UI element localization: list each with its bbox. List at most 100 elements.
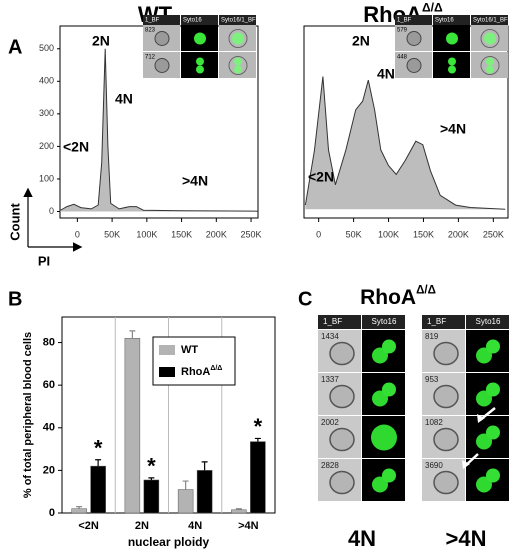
inset-id: 579 <box>397 28 408 34</box>
annotation: >4N <box>182 173 208 189</box>
inset-header-label: Syto16/1_BF <box>221 18 256 24</box>
bar <box>250 441 266 514</box>
area-line <box>304 76 506 210</box>
nucleus <box>486 65 494 74</box>
annotation: <2N <box>308 169 334 185</box>
nucleus <box>476 476 492 493</box>
error-bar <box>76 506 83 509</box>
image-id: 953 <box>425 375 439 384</box>
nucleus <box>486 57 494 66</box>
y-tick-label: 100 <box>39 173 54 183</box>
annotation: 2N <box>352 33 370 49</box>
nucleus <box>382 468 396 483</box>
panel-label: B <box>8 288 22 310</box>
error-bar <box>148 477 155 480</box>
inset-id: 823 <box>145 28 156 34</box>
x-tick-label: 250K <box>483 229 504 239</box>
pointer-head <box>477 414 485 423</box>
nucleus <box>382 382 396 397</box>
column-label: 4N <box>348 526 376 551</box>
annotation: <2N <box>63 139 89 155</box>
x-tick-label: 50K <box>346 229 362 239</box>
legend-name: RhoA <box>181 366 210 378</box>
nucleus <box>234 57 242 66</box>
nucleus <box>486 468 500 483</box>
inset-header <box>219 15 256 25</box>
image-header-label: Syto16 <box>476 317 501 326</box>
cell-outline <box>480 29 500 48</box>
y-tick-label: 80 <box>43 336 55 348</box>
inset-header <box>395 15 432 25</box>
error-bar <box>235 508 242 510</box>
legend-superscript: Δ/Δ <box>210 365 222 372</box>
nucleus <box>382 339 396 354</box>
cell <box>433 427 459 452</box>
image-id: 2828 <box>321 461 339 470</box>
nucleus <box>194 32 206 45</box>
cell <box>433 470 459 495</box>
x-tick-label: 200K <box>448 229 469 239</box>
x-tick-label: 4N <box>188 520 202 532</box>
nucleus <box>196 65 204 74</box>
cell-image <box>406 31 422 46</box>
cell <box>329 470 355 495</box>
bar <box>143 479 160 514</box>
nucleus <box>448 57 456 66</box>
annotation: 4N <box>377 66 395 82</box>
nucleus <box>486 382 500 397</box>
x-tick-label: 250K <box>241 229 262 239</box>
y-tick-label: 60 <box>43 379 55 391</box>
inset-header-label: 1_BF <box>145 18 160 24</box>
cell <box>329 384 355 409</box>
x-tick-label: >4N <box>238 520 259 532</box>
x-tick-label: 2N <box>135 520 149 532</box>
inset-header <box>181 15 218 25</box>
bar <box>196 470 213 514</box>
title-superscript: Δ/Δ <box>416 285 436 297</box>
nucleus <box>446 32 458 45</box>
cell-outline <box>480 56 500 75</box>
y-tick-label: 0 <box>49 507 55 519</box>
inset-header <box>143 15 180 25</box>
cell-outline <box>228 56 248 75</box>
nucleus <box>372 476 388 493</box>
y-tick-label: 300 <box>39 108 54 118</box>
inset-header-label: Syto16 <box>435 18 454 24</box>
x-tick-label: 50K <box>104 229 120 239</box>
image-header <box>362 315 405 329</box>
error-bar <box>254 437 261 442</box>
area-fill <box>305 76 506 210</box>
annotation: >4N <box>440 121 466 137</box>
x-tick-label: 0 <box>316 229 321 239</box>
bar <box>71 508 87 514</box>
y-tick-label: 400 <box>39 76 54 86</box>
inset-header <box>433 15 470 25</box>
legend-name: WT <box>181 344 198 356</box>
nucleus <box>476 347 492 364</box>
inset-id: 448 <box>397 55 408 61</box>
inset-header-label: Syto16/1_BF <box>473 18 508 24</box>
bar <box>90 465 106 514</box>
image-header <box>422 315 465 329</box>
nucleus <box>448 65 456 74</box>
image-header-label: Syto16 <box>372 317 397 326</box>
title: RhoAΔ/Δ <box>363 1 443 27</box>
legend-swatch <box>159 367 175 377</box>
y-tick-label: 500 <box>39 43 54 53</box>
image-id: 2002 <box>321 418 339 427</box>
x-tick-label: 150K <box>171 229 192 239</box>
nucleus <box>232 32 244 45</box>
y-axis-label: % of total peripheral blood cells <box>22 332 34 498</box>
image-header-label: 1_BF <box>427 317 446 326</box>
pointer-head <box>462 460 470 469</box>
nucleus <box>486 339 500 354</box>
image-id: 1434 <box>321 332 339 341</box>
x-tick-label: 200K <box>206 229 227 239</box>
cell <box>433 341 459 366</box>
bar <box>124 338 141 514</box>
area-line <box>59 48 259 212</box>
x-tick-label: 150K <box>413 229 434 239</box>
inset-header-label: 1_BF <box>397 18 412 24</box>
axis-label: Count <box>7 203 22 241</box>
